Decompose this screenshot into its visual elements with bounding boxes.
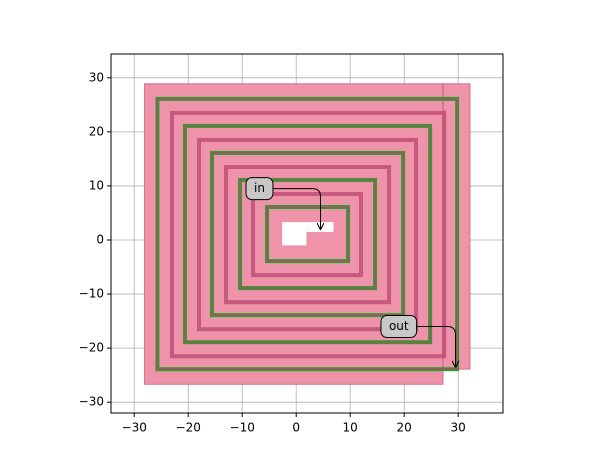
axes-frame bbox=[110, 53, 504, 414]
x-tick-label: −20 bbox=[176, 421, 201, 435]
green-ring-core bbox=[266, 206, 349, 262]
spiral-ring bbox=[170, 110, 447, 359]
annotation-arrow bbox=[416, 325, 456, 367]
x-tick-label: −10 bbox=[230, 421, 255, 435]
green-ring-core bbox=[184, 125, 431, 343]
y-tick-label: 0 bbox=[96, 232, 104, 246]
y-tick-label: −10 bbox=[79, 287, 104, 301]
y-tick-label: 10 bbox=[89, 178, 104, 192]
x-tick-label: 0 bbox=[292, 421, 300, 435]
green-ring-core bbox=[156, 98, 458, 370]
center-opening bbox=[306, 222, 334, 232]
green-ring-core bbox=[239, 179, 376, 289]
annotation-arrow bbox=[272, 188, 321, 230]
x-tick-label: 10 bbox=[343, 421, 358, 435]
annotation-label: in bbox=[254, 181, 265, 195]
y-tick-label: 20 bbox=[89, 124, 104, 138]
center-opening bbox=[282, 222, 307, 246]
x-tick-label: −30 bbox=[122, 421, 147, 435]
y-tick-label: −30 bbox=[79, 395, 104, 409]
y-tick-label: −20 bbox=[79, 341, 104, 355]
spiral-ring bbox=[224, 164, 392, 305]
x-tick-label: 20 bbox=[397, 421, 412, 435]
spiral-ring bbox=[251, 192, 363, 278]
green-ring-core bbox=[211, 152, 404, 316]
x-tick-label: 30 bbox=[451, 421, 466, 435]
y-tick-label: 30 bbox=[89, 70, 104, 84]
annotation-label: out bbox=[389, 319, 409, 333]
spiral-ring bbox=[197, 137, 419, 332]
